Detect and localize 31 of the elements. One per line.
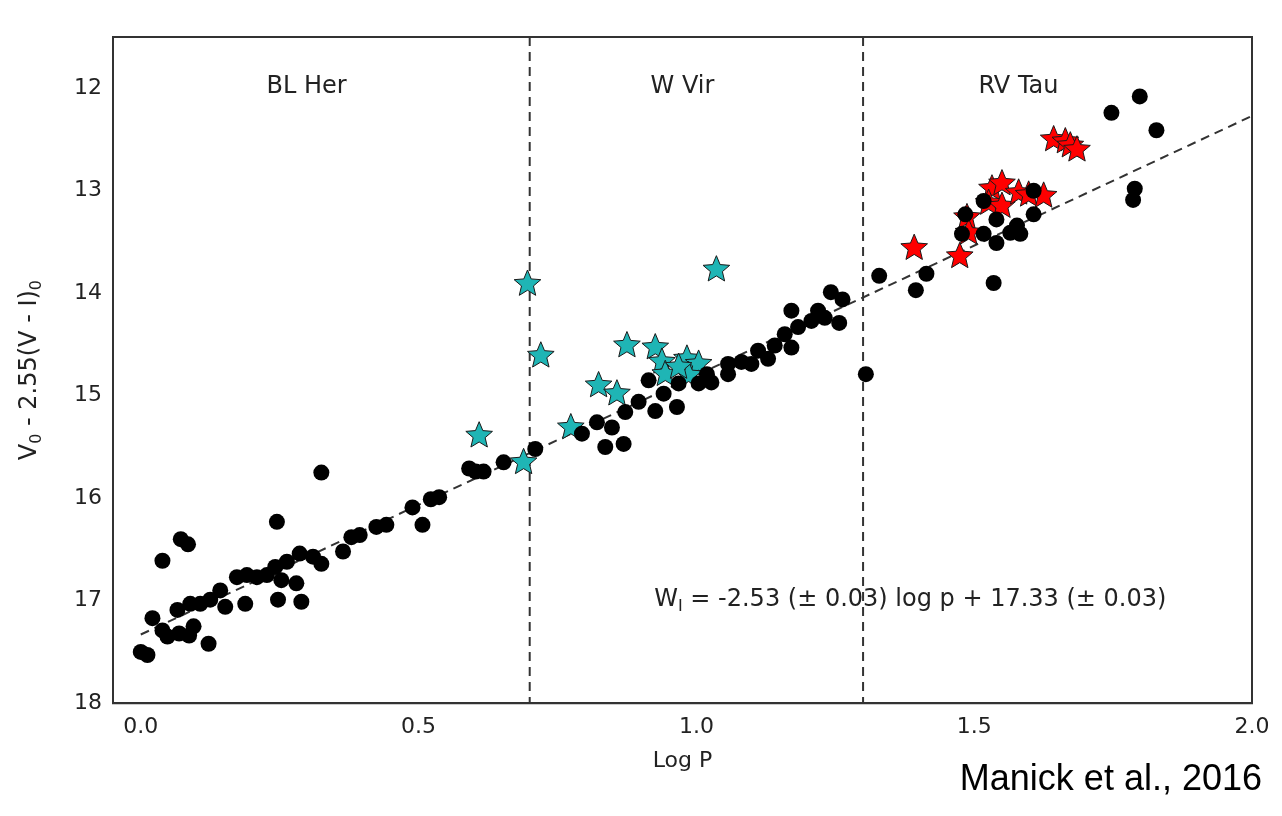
point [527, 341, 555, 368]
x-tick-label: 0.0 [123, 713, 159, 739]
y-tick-label: 12 [74, 73, 102, 99]
x-tick-label: 2.0 [1234, 713, 1270, 739]
point [702, 255, 731, 282]
point [513, 269, 542, 296]
text: Manick et al., 2016 [959, 756, 1262, 798]
annotation: RV Tau [978, 71, 1059, 100]
annotation: W Vir [650, 71, 715, 100]
point [1063, 135, 1091, 162]
point [900, 233, 928, 260]
x-tick-label: 1.5 [956, 713, 992, 739]
y-tick-label: 13 [74, 176, 102, 202]
x-axis-title: Log P [652, 746, 713, 772]
point [988, 169, 1016, 196]
y-tick-label: 17 [74, 586, 102, 612]
x-tick-label: 1.0 [678, 713, 714, 739]
annotation: BL Her [266, 71, 347, 100]
point [465, 421, 493, 448]
y-tick-label: 18 [74, 688, 102, 714]
y-axis-title: V0 - 2.55(V - I)0 [14, 279, 46, 461]
y-tick-label: 16 [74, 483, 102, 509]
point [584, 370, 613, 398]
point [945, 241, 974, 269]
point [613, 331, 641, 358]
point [664, 352, 693, 379]
point [509, 447, 538, 475]
x-tick-label: 0.5 [401, 713, 437, 739]
point [603, 379, 631, 406]
y-tick-label: 14 [74, 278, 102, 304]
y-tick-label: 15 [74, 381, 102, 407]
